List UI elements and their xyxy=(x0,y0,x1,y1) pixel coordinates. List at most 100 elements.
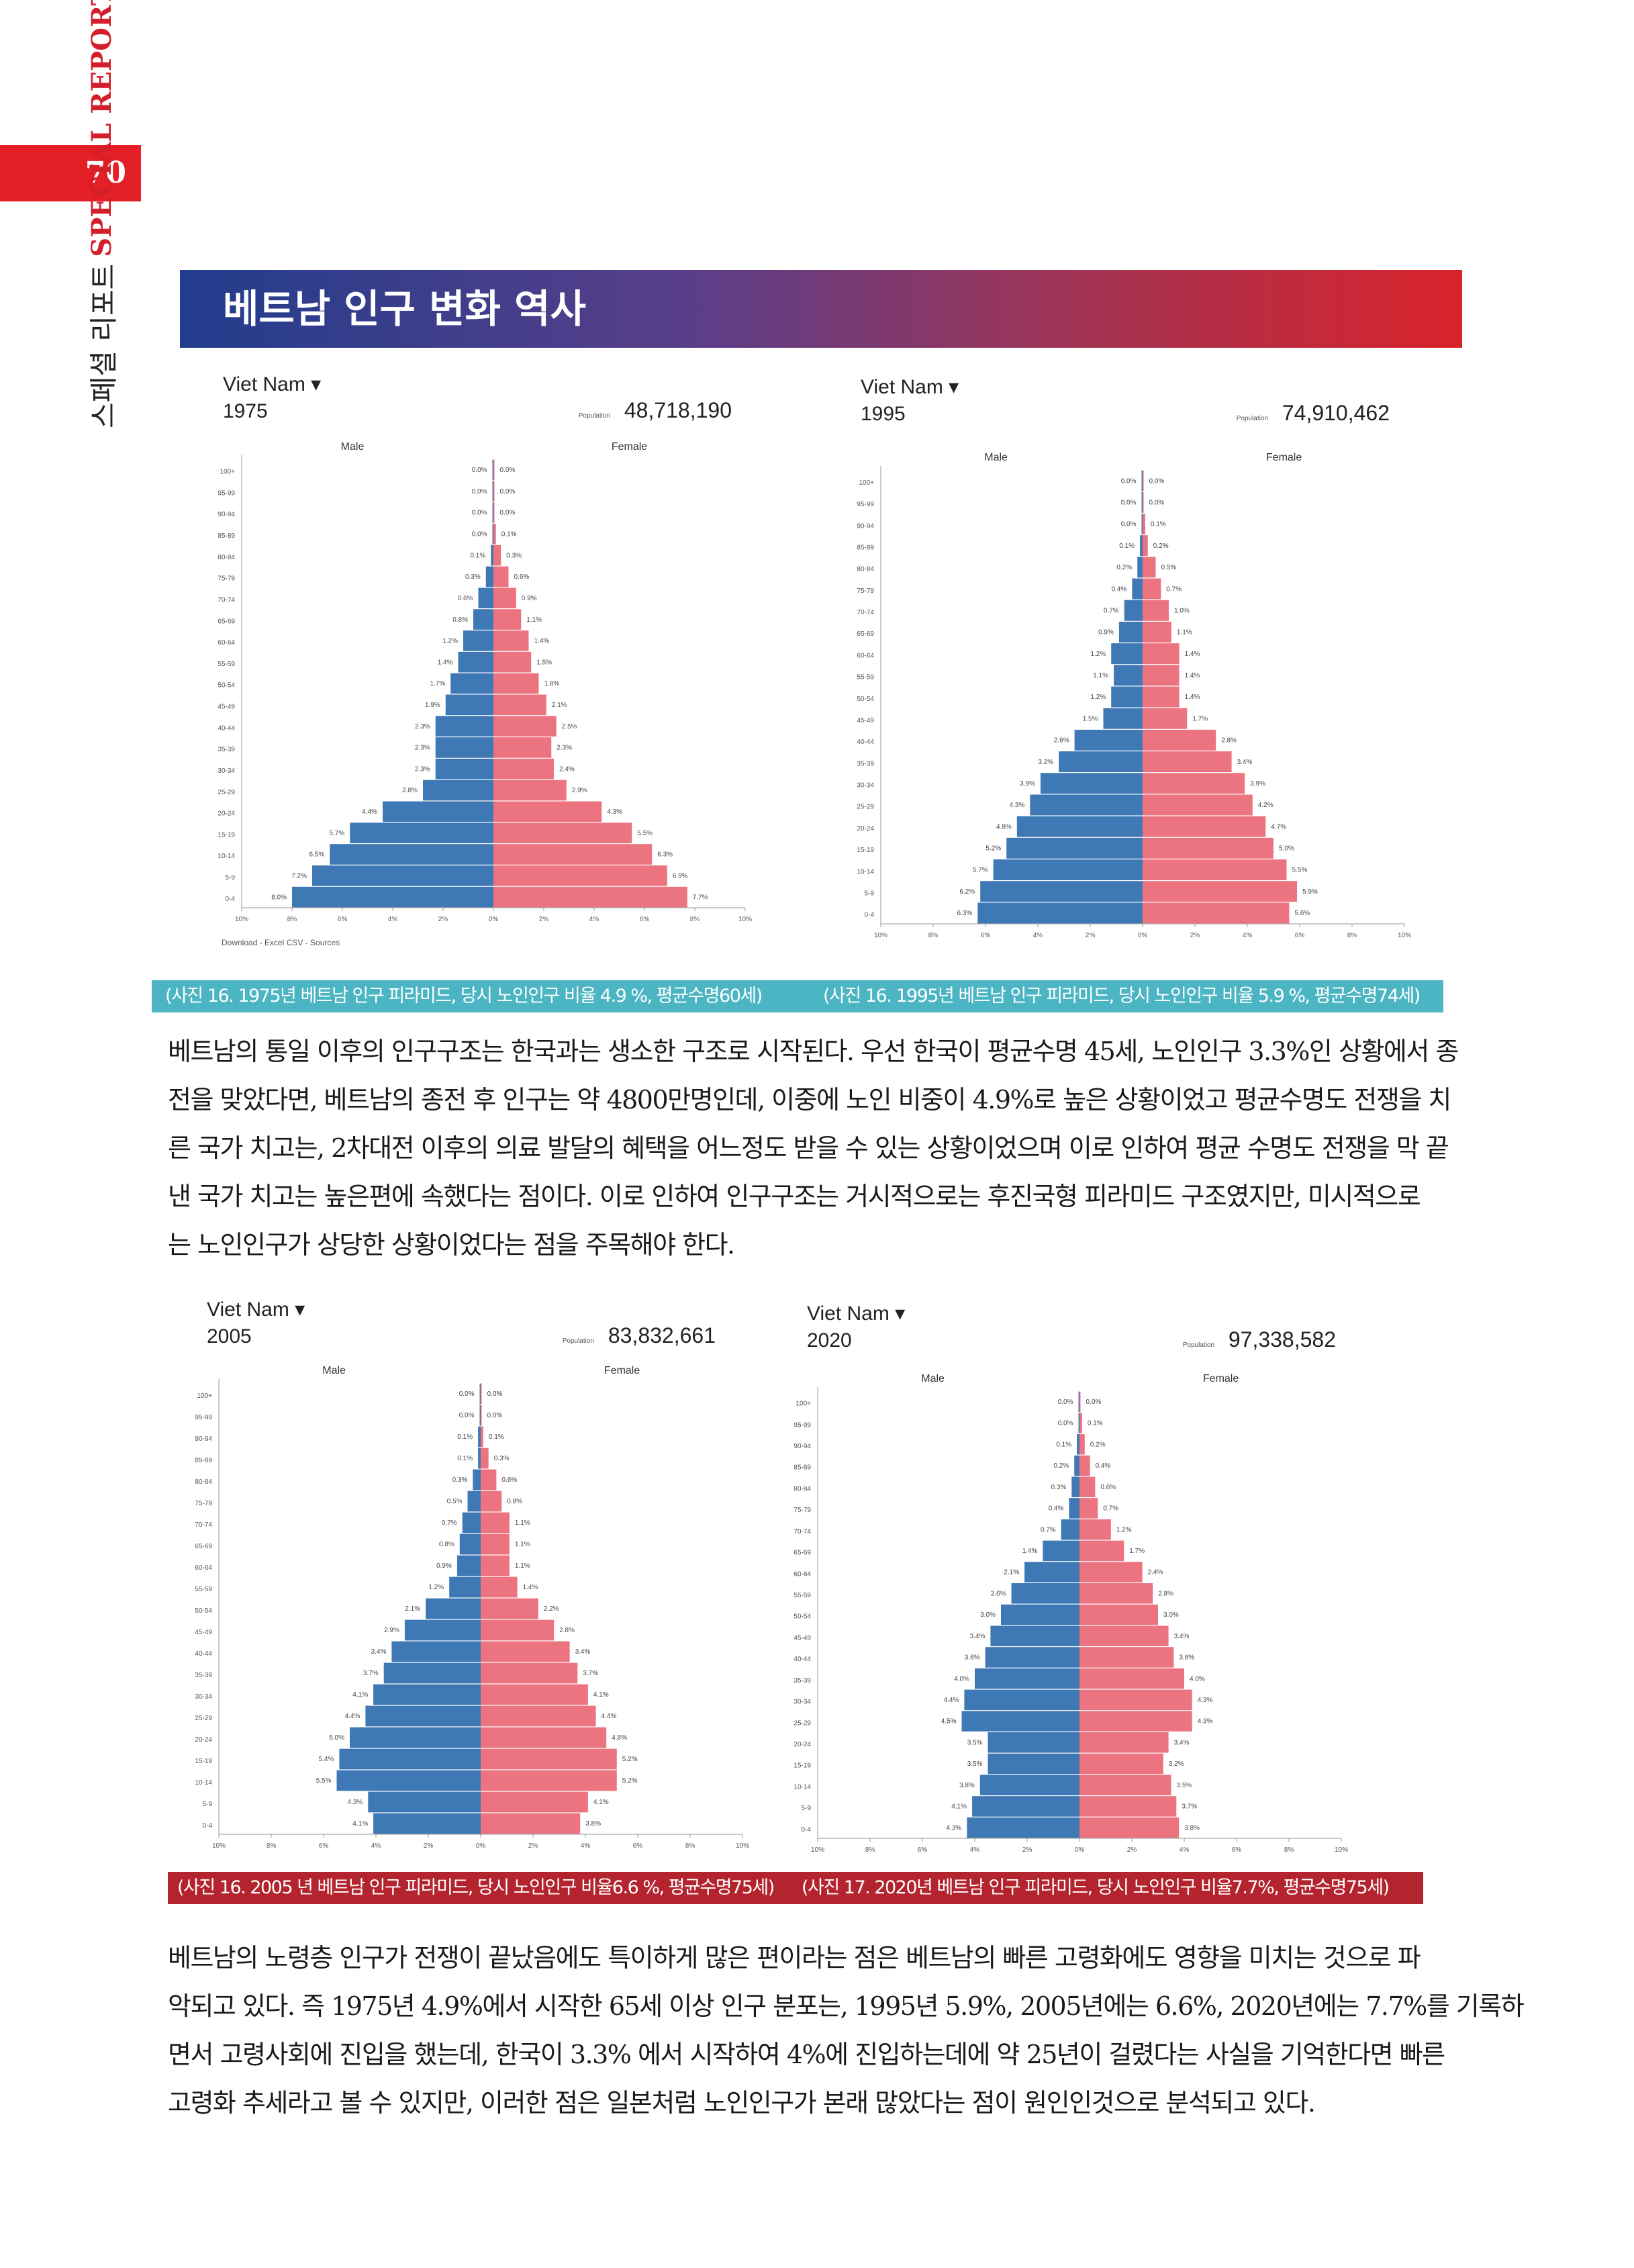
male-value-label: 4.4% xyxy=(944,1697,959,1704)
pyramid-chart-1995: Viet Nam ▾ 1995 74,910,462 Population Male Fe… xyxy=(839,369,1430,953)
female-value-label: 3.5% xyxy=(1177,1782,1192,1789)
paragraph-2: 베트남의 노령층 인구가 전쟁이 끝났음에도 특이하게 많은 편이라는 점은 베… xyxy=(168,1934,1525,2127)
female-value-label: 4.2% xyxy=(1258,802,1273,809)
age-tick-label: 90-94 xyxy=(218,511,235,518)
male-bar-95-99 xyxy=(492,481,493,502)
x-tick-label: 4% xyxy=(371,1842,381,1850)
male-bar-15-19 xyxy=(350,822,493,843)
female-value-label: 2.3% xyxy=(557,745,572,752)
population-value: 83,832,661 xyxy=(608,1323,716,1348)
female-bar-60-64 xyxy=(481,1555,510,1576)
x-tick-label: 2% xyxy=(438,916,448,923)
age-tick-label: 40-44 xyxy=(195,1650,212,1658)
male-bar-25-29 xyxy=(961,1711,1079,1732)
male-value-label: 3.2% xyxy=(1038,759,1053,766)
female-value-label: 1.2% xyxy=(1116,1526,1132,1533)
male-value-label: 0.3% xyxy=(465,573,481,581)
female-bar-55-59 xyxy=(1143,665,1180,686)
female-value-label: 0.7% xyxy=(1166,585,1182,593)
age-tick-label: 70-74 xyxy=(218,596,235,604)
x-tick-label: 4% xyxy=(589,916,599,923)
female-bar-35-39 xyxy=(1143,751,1232,773)
male-value-label: 1.7% xyxy=(430,680,445,688)
male-value-label: 1.2% xyxy=(1090,694,1106,701)
x-tick-label: 10% xyxy=(874,932,887,939)
female-bar-20-24 xyxy=(1079,1732,1169,1753)
female-value-label: 6.9% xyxy=(673,872,688,880)
age-tick-label: 55-59 xyxy=(195,1586,212,1593)
male-value-label: 0.0% xyxy=(1058,1420,1073,1427)
female-value-label: 1.7% xyxy=(1129,1548,1145,1555)
male-bar-70-74 xyxy=(462,1512,481,1533)
male-bar-35-39 xyxy=(975,1668,1079,1689)
female-bar-10-14 xyxy=(1143,859,1287,881)
pyramid-chart-2020: Viet Nam ▾ 2020 97,338,582 Population Male Fe… xyxy=(785,1296,1376,1867)
male-bar-90-94 xyxy=(492,502,493,523)
x-tick-label: 4% xyxy=(970,1846,980,1854)
age-tick-label: 10-14 xyxy=(794,1783,811,1791)
age-tick-label: 80-84 xyxy=(794,1485,811,1493)
female-value-label: 0.1% xyxy=(1088,1420,1103,1427)
male-value-label: 1.5% xyxy=(1083,715,1098,722)
female-value-label: 1.1% xyxy=(515,1562,530,1570)
population-value: 48,718,190 xyxy=(624,398,732,422)
male-bar-15-19 xyxy=(988,1753,1079,1775)
chart-footer-links: Download - Excel CSV - Sources xyxy=(222,938,340,947)
male-value-label: 4.3% xyxy=(348,1799,363,1806)
female-value-label: 4.3% xyxy=(607,808,622,816)
x-tick-label: 4% xyxy=(388,916,398,923)
pyramid-chart-1975: Viet Nam ▾ 1975 48,718,190 Population Male Fe… xyxy=(201,367,772,957)
female-value-label: 1.1% xyxy=(515,1541,530,1548)
male-bar-5-9 xyxy=(980,881,1143,902)
female-bar-45-49 xyxy=(493,694,546,716)
female-value-label: 3.4% xyxy=(1174,1739,1190,1746)
x-tick-label: 8% xyxy=(685,1842,695,1850)
x-tick-label: 4% xyxy=(1243,932,1253,939)
male-value-label: 4.8% xyxy=(996,823,1012,831)
male-bar-80-84 xyxy=(473,1469,481,1491)
x-tick-label: 10% xyxy=(212,1842,226,1850)
female-value-label: 3.4% xyxy=(1237,759,1253,766)
female-value-label: 4.1% xyxy=(593,1799,609,1806)
male-bar-75-79 xyxy=(1132,578,1143,600)
caption-2020: (사진 17. 2020년 베트남 인구 피라미드, 당시 노인인구 비율7.7… xyxy=(802,1877,1390,1898)
female-value-label: 3.8% xyxy=(585,1820,601,1828)
female-bar-15-19 xyxy=(481,1748,617,1770)
female-bar-90-94 xyxy=(493,502,495,523)
male-bar-25-29 xyxy=(1030,794,1143,816)
male-bar-10-14 xyxy=(330,844,493,865)
female-bar-90-94 xyxy=(1143,513,1145,534)
side-label-english: SPECIAL REPORT xyxy=(85,0,117,257)
male-value-label: 0.0% xyxy=(459,1412,475,1419)
female-value-label: 3.0% xyxy=(1163,1611,1179,1619)
male-bar-35-39 xyxy=(1059,751,1143,773)
female-bar-20-24 xyxy=(1143,816,1266,837)
female-value-label: 3.8% xyxy=(1184,1824,1200,1832)
female-value-label: 0.0% xyxy=(500,467,516,474)
female-value-label: 1.1% xyxy=(526,616,542,624)
female-value-label: 2.8% xyxy=(1221,737,1237,745)
x-tick-label: 10% xyxy=(736,1842,749,1850)
x-tick-label: 6% xyxy=(319,1842,329,1850)
age-tick-label: 80-84 xyxy=(218,554,235,561)
male-bar-95-99 xyxy=(1141,491,1143,513)
male-value-label: 5.5% xyxy=(316,1777,332,1785)
x-tick-label: 0% xyxy=(476,1842,486,1850)
male-value-label: 2.3% xyxy=(415,745,430,752)
female-label: Female xyxy=(612,441,647,453)
male-value-label: 5.7% xyxy=(329,830,344,837)
male-bar-80-84 xyxy=(1071,1476,1079,1497)
age-tick-label: 70-74 xyxy=(794,1528,811,1535)
age-tick-label: 15-19 xyxy=(794,1762,811,1770)
age-tick-label: 40-44 xyxy=(794,1656,811,1663)
male-value-label: 5.4% xyxy=(319,1756,334,1763)
female-bar-100+ xyxy=(1143,470,1144,491)
female-bar-60-64 xyxy=(1079,1562,1143,1582)
female-bar-65-69 xyxy=(1079,1540,1124,1562)
male-bar-15-19 xyxy=(1006,837,1143,859)
male-bar-50-54 xyxy=(450,673,493,694)
female-value-label: 0.2% xyxy=(1090,1441,1106,1448)
male-bar-50-54 xyxy=(1111,686,1143,708)
pyramid-chart-2005: Viet Nam ▾ 2005 83,832,661 Population Male Fe… xyxy=(185,1292,756,1869)
male-value-label: 0.0% xyxy=(472,467,487,474)
